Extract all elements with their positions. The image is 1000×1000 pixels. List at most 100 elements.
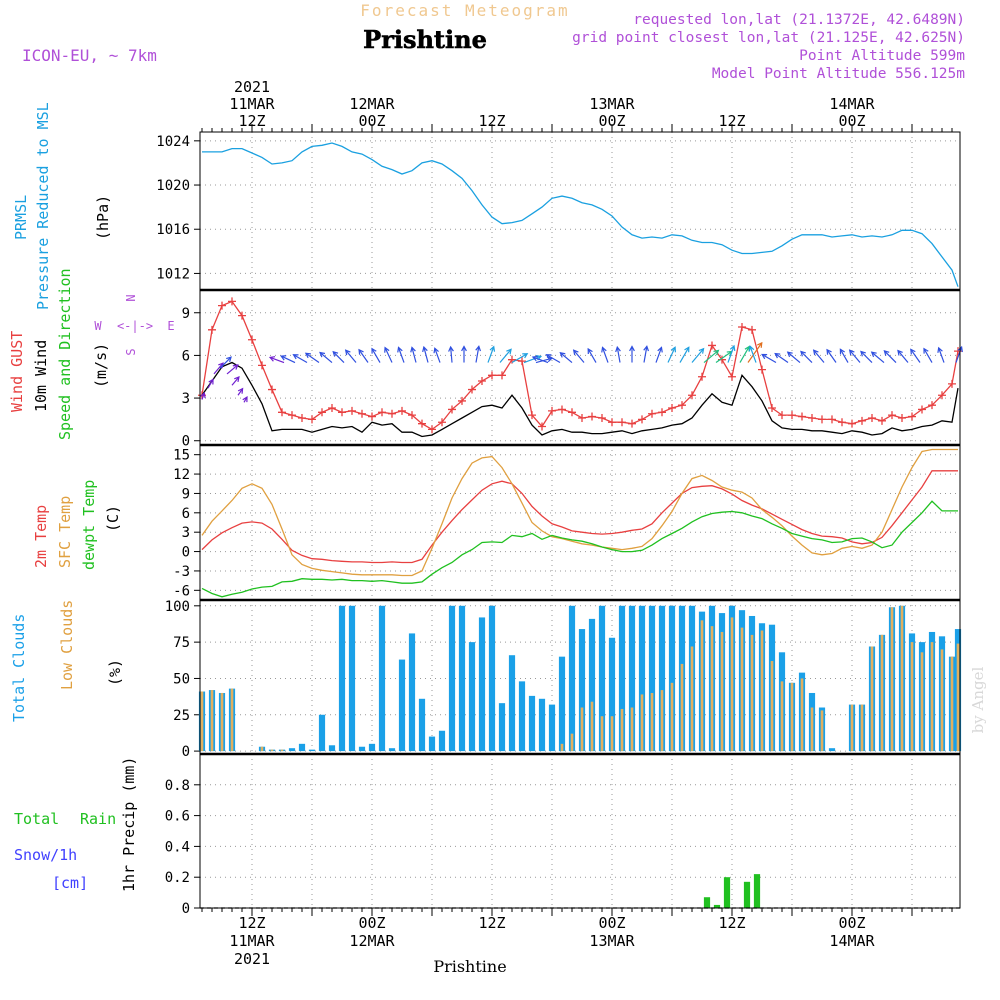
wind-arrow-head — [234, 376, 240, 383]
bar-low-clouds — [580, 707, 584, 752]
wind-arrow — [499, 348, 512, 363]
bar-total-clouds — [438, 730, 446, 752]
gust-marker — [458, 396, 466, 405]
gust-marker — [268, 385, 276, 394]
bar-low-clouds — [690, 646, 694, 752]
bar-low-clouds — [710, 626, 714, 752]
wind-arrow-head — [800, 350, 806, 357]
wind-arrow-head — [208, 378, 214, 385]
wind-arrow — [219, 356, 232, 369]
gust-marker — [348, 406, 356, 415]
wind-arrow-head — [475, 345, 482, 352]
bar-total-clouds — [408, 633, 416, 752]
gust-marker — [418, 419, 426, 428]
bar-total-clouds — [518, 681, 526, 752]
gust-marker — [798, 412, 806, 421]
wind-arrow — [587, 348, 597, 363]
bar-low-clouds — [940, 649, 944, 752]
wind-arrow — [910, 349, 921, 363]
wind-arrow-head — [937, 346, 943, 353]
wind-arrow-head — [433, 347, 439, 354]
wind-arrow — [715, 351, 733, 364]
bar-total-clouds — [368, 743, 376, 752]
wind-arrow-head — [545, 354, 552, 360]
wind-arrow-head — [757, 341, 763, 348]
gust-marker — [768, 404, 776, 413]
wind-arrow — [691, 348, 705, 363]
gust-marker — [658, 408, 666, 417]
wind-arrow-head — [786, 351, 793, 358]
gust-marker — [298, 413, 306, 422]
wind-arrow-head — [870, 351, 877, 358]
precip-panel-labels: Total Rain Snow/1h [cm] 1hr Precip (mm) — [14, 757, 138, 892]
panel-frame — [199, 444, 961, 601]
compass-n: N — [124, 294, 138, 301]
time-label-top: 00Z — [358, 112, 385, 130]
bar-total-clouds — [378, 605, 386, 752]
wind-arrow-head — [384, 346, 390, 353]
wind-arrow — [332, 351, 345, 363]
series-line-sfc-temp — [201, 448, 958, 577]
gust-marker — [498, 371, 506, 380]
wind-arrow — [511, 353, 528, 364]
gust-marker — [478, 377, 486, 386]
wind-arrow-head — [489, 345, 496, 352]
wind-arrow-head — [304, 352, 311, 359]
wind-arrow — [237, 388, 244, 396]
clouds-panel: 0 25 50 75 100 — [165, 599, 962, 760]
y-tick-label: 100 — [165, 599, 190, 615]
wind-arrow — [871, 351, 885, 363]
wind-arrow-head — [684, 346, 690, 353]
gust-marker — [568, 408, 576, 417]
location-title: Prishtine — [363, 25, 487, 54]
wind-arrow-head — [358, 348, 364, 355]
bar-low-clouds — [930, 642, 934, 752]
wind-arrow — [703, 349, 719, 363]
bar-total-clouds — [638, 605, 646, 752]
y-tick-label: 0.8 — [165, 778, 190, 794]
gust-marker — [838, 418, 846, 427]
bar-low-clouds — [650, 692, 654, 752]
model-altitude: Model Point Altitude 556.125m — [712, 66, 965, 82]
y-tick-label: 3 — [182, 525, 190, 541]
wind-arrow — [226, 364, 239, 375]
bar-low-clouds — [920, 652, 924, 752]
wind-arrow — [434, 348, 441, 363]
total-clouds-label: Total Clouds — [10, 614, 28, 722]
wind-arrow — [358, 349, 369, 363]
bar-low-clouds — [860, 704, 864, 752]
wind-arrow — [679, 346, 690, 363]
wind-arrow-head — [522, 353, 529, 359]
wind-arrow-head — [344, 349, 351, 356]
gust-marker — [878, 416, 886, 425]
bar-low-clouds — [610, 716, 614, 752]
temp-unit: (C) — [104, 505, 122, 532]
gust-marker — [258, 361, 266, 370]
wind-arrow-head — [226, 356, 232, 363]
wind-arrow-head — [319, 351, 326, 358]
bar-total-clouds — [618, 605, 626, 752]
bar-total-clouds — [658, 605, 666, 752]
low-clouds-label: Low Clouds — [58, 600, 76, 690]
temp-sfc-label: SFC Temp — [56, 496, 74, 568]
gust-marker — [858, 416, 866, 425]
time-label-bottom: 12MAR — [349, 932, 395, 950]
gust-marker — [888, 411, 896, 420]
time-label-bottom: 00Z — [598, 914, 625, 932]
bar-total-clouds — [598, 605, 606, 752]
product-title: Forecast Meteogram — [360, 1, 569, 20]
panel-frame — [199, 131, 961, 291]
wind-arrow-head — [531, 355, 538, 362]
wind-arrow — [231, 376, 240, 386]
gust-marker — [488, 371, 496, 380]
bar-low-clouds — [880, 634, 884, 752]
bar-low-clouds — [750, 634, 754, 752]
bar-total-clouds — [418, 698, 426, 752]
bar-low-clouds — [200, 691, 204, 752]
bar-low-clouds — [900, 605, 904, 752]
gust-marker — [468, 385, 476, 394]
bar-low-clouds — [780, 681, 784, 752]
precipitation-panel: 0 0.2 0.4 0.6 0.8 — [165, 753, 961, 917]
bar-low-clouds — [730, 617, 734, 752]
gust-marker — [938, 391, 946, 400]
